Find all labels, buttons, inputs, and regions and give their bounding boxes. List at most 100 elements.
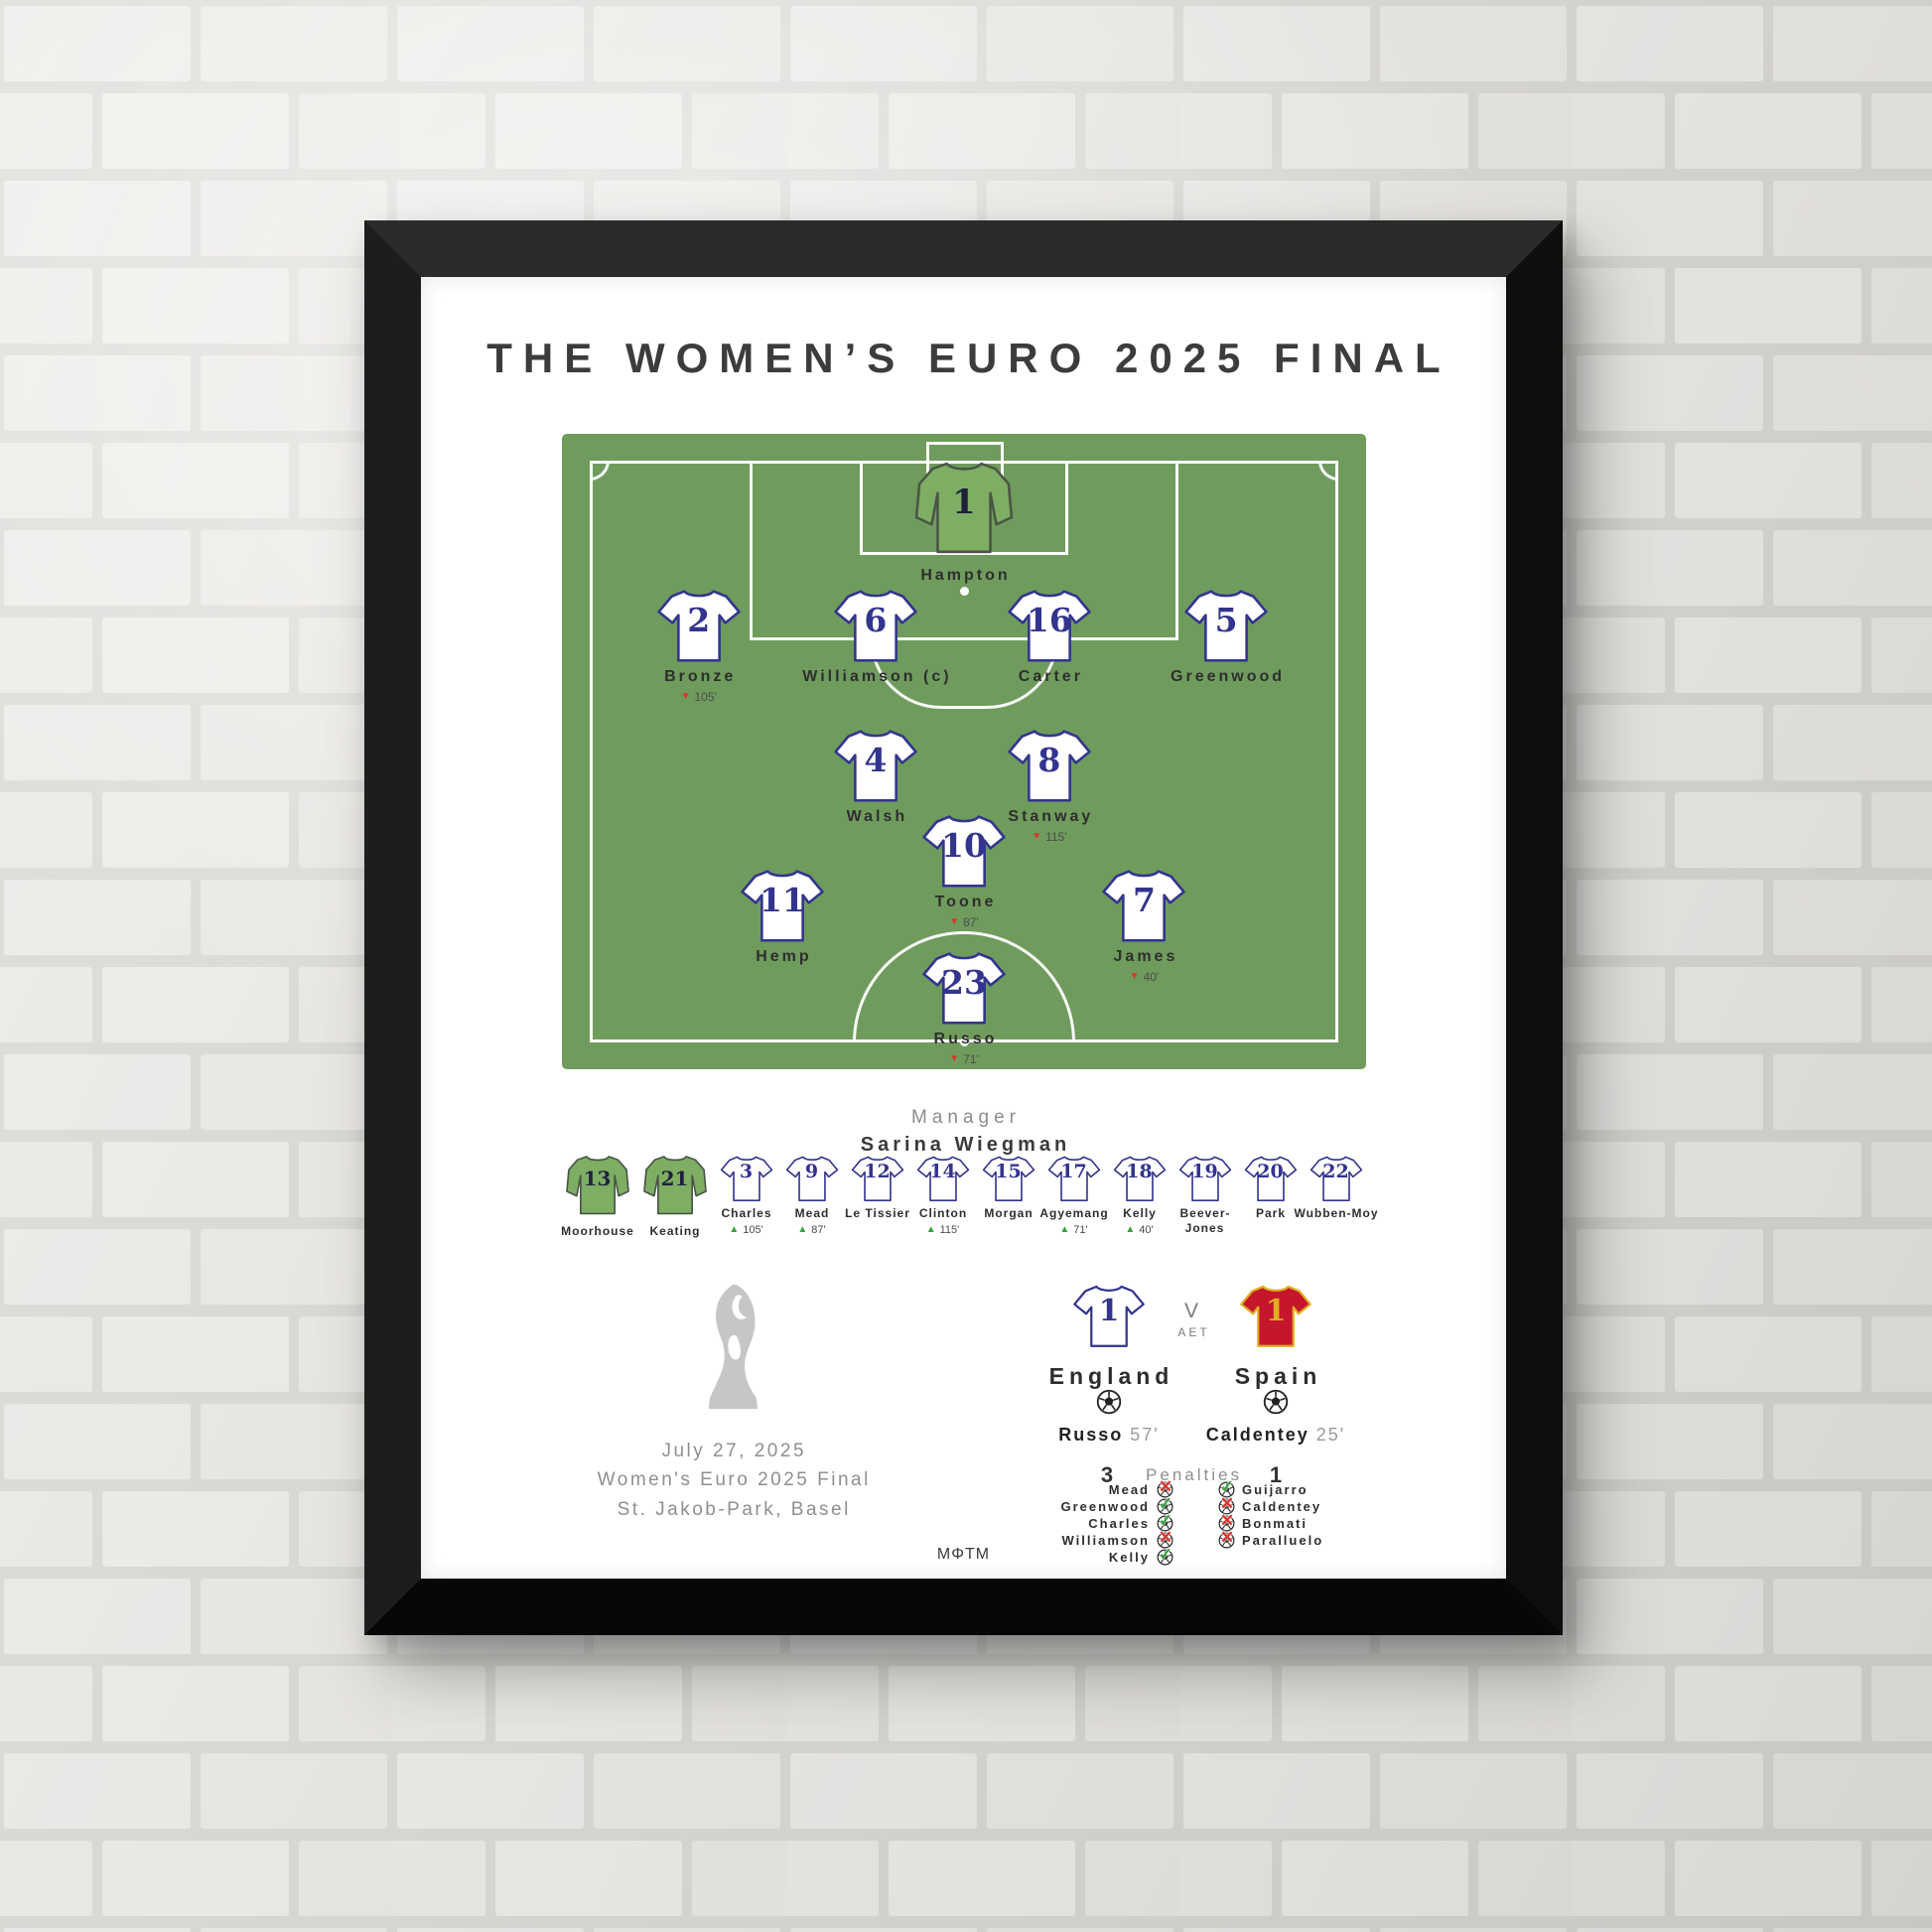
pitch-players: 1 Hampton 2 Bronze ▼ 105' 6 Williamson (…	[562, 434, 1366, 1069]
england-name: England	[1048, 1363, 1174, 1389]
substitute-number: 12	[864, 1161, 891, 1182]
substitute-name: Mead	[794, 1206, 830, 1220]
pitch-player: 11 Hemp	[688, 868, 877, 966]
player-shirt: 6	[833, 588, 918, 663]
player-name: Carter	[1018, 668, 1083, 685]
substitute-name: Wubben-Moy	[1294, 1206, 1379, 1220]
player-name: Hemp	[756, 947, 812, 965]
sub-on-minute: 87'	[811, 1224, 826, 1236]
substitute: 12 Le Tissier	[845, 1155, 909, 1220]
substitute: 20 Park	[1243, 1155, 1299, 1220]
manager-label: Manager	[911, 1107, 1021, 1128]
substitute: 3 Charles ▲ 105'	[719, 1155, 774, 1236]
penalty-row: Mead ✕	[1108, 1476, 1173, 1497]
penalty-result-icon: ✕	[1158, 1476, 1173, 1496]
player-shirt: 5	[1183, 588, 1269, 663]
penalties-spain-list: ✓ Guijarro ✕ Caldentey ✕ Bonmati ✕ Paral…	[1218, 1476, 1437, 1547]
substitute-name: Keating	[649, 1224, 701, 1238]
substitute: 9 Mead ▲ 87'	[784, 1155, 840, 1236]
england-score: 1	[1098, 1294, 1120, 1328]
player-name: Russo	[933, 1030, 998, 1047]
sub-on-icon: ▲	[1059, 1224, 1070, 1235]
penalty-result-icon: ✓	[1158, 1510, 1173, 1530]
penalty-row: ✕ Caldentey	[1218, 1494, 1322, 1514]
substitute-shirt: 19	[1178, 1155, 1232, 1202]
aet-label: AET	[1177, 1325, 1210, 1339]
substitute-shirt: 22	[1310, 1155, 1363, 1202]
player-number: 16	[1026, 601, 1072, 639]
sub-off-icon: ▼	[949, 1052, 960, 1064]
player-number: 8	[1037, 740, 1061, 779]
sub-on-marker: ▲ 105'	[729, 1224, 762, 1236]
penalty-taker-name: Bonmati	[1242, 1515, 1308, 1531]
sub-on-minute: 40'	[1139, 1224, 1154, 1236]
match-date: July 27, 2025	[661, 1441, 807, 1461]
brand-logo: MΦTM	[936, 1546, 991, 1563]
player-name: Toone	[934, 894, 997, 911]
sub-off-minute: 40'	[1143, 969, 1160, 984]
penalty-row: Charles ✓	[1088, 1510, 1173, 1530]
poster: THE WOMEN’S EURO 2025 FINAL 1 Hampton 2 …	[421, 277, 1506, 1579]
penalty-row: ✕ Paralluelo	[1218, 1527, 1323, 1547]
substitutes-row: 13 Moorhouse 21 Keating 3 Charles ▲ 105'…	[421, 1155, 1506, 1238]
spain-goal-ball-icon	[1263, 1389, 1289, 1415]
penalty-taker-name: Guijarro	[1242, 1481, 1309, 1497]
sub-off-minute: 71'	[963, 1051, 979, 1066]
penalty-result-icon: ✓	[1219, 1476, 1235, 1496]
substitute-shirt: 21	[642, 1155, 708, 1220]
player-number: 4	[864, 740, 888, 779]
sub-off-icon: ▼	[1129, 970, 1140, 982]
match-details: July 27, 2025 Women's Euro 2025 Final St…	[421, 1278, 1506, 1579]
sub-on-minute: 115'	[939, 1224, 960, 1236]
pitch: 1 Hampton 2 Bronze ▼ 105' 6 Williamson (…	[562, 434, 1366, 1069]
player-number: 10	[941, 826, 987, 866]
penalty-taker-name: Caldentey	[1242, 1498, 1322, 1514]
pitch-player: 6 Williamson (c)	[781, 588, 970, 686]
pitch-player: 23 Russo ▼ 71'	[870, 950, 1058, 1066]
player-shirt: 11	[740, 868, 825, 943]
sub-on-icon: ▲	[925, 1224, 936, 1235]
penalty-row: Williamson ✕	[1061, 1527, 1173, 1547]
pitch-player: 10 Toone ▼ 87'	[870, 813, 1058, 929]
player-shirt: 7	[1101, 868, 1186, 943]
player-number: 6	[864, 601, 888, 639]
player-name: Hampton	[920, 567, 1011, 585]
substitute-shirt: 17	[1047, 1155, 1101, 1202]
sub-off-marker: ▼ 71'	[949, 1052, 979, 1066]
sub-off-icon: ▼	[949, 916, 960, 928]
substitute-number: 21	[660, 1167, 689, 1190]
penalty-result-icon: ✕	[1158, 1527, 1173, 1547]
player-name: Bronze	[664, 668, 737, 685]
player-shirt: 23	[921, 950, 1007, 1026]
sub-on-marker: ▲ 71'	[1059, 1224, 1087, 1236]
center-spot	[960, 1037, 969, 1046]
manager-name: Sarina Wiegman	[860, 1134, 1071, 1156]
match-competition: Women's Euro 2025 Final	[597, 1469, 871, 1491]
versus-block: V AET	[1153, 1300, 1232, 1339]
sub-on-icon: ▲	[729, 1224, 740, 1235]
substitute-name: Morgan	[984, 1206, 1034, 1220]
player-number: 23	[941, 962, 987, 1002]
substitute: 19 Beever-Jones	[1177, 1155, 1233, 1236]
sub-on-minute: 105'	[743, 1224, 763, 1236]
venue-block: July 27, 2025 Women's Euro 2025 Final St…	[534, 1278, 931, 1524]
player-number: 1	[952, 483, 976, 523]
player-number: 5	[1214, 601, 1238, 639]
penalty-row: Kelly ✓	[1109, 1545, 1173, 1564]
sub-on-marker: ▲ 87'	[797, 1224, 825, 1236]
player-name: Williamson (c)	[802, 668, 952, 685]
penalties-away-score: 1	[1269, 1462, 1283, 1487]
substitute-name: Agyemang	[1039, 1206, 1109, 1220]
substitute-shirt: 14	[916, 1155, 970, 1202]
penalty-taker-name: Greenwood	[1060, 1498, 1150, 1514]
sub-on-marker: ▲ 115'	[926, 1224, 960, 1236]
penalty-result-icon: ✕	[1219, 1510, 1235, 1530]
substitute: 15 Morgan	[981, 1155, 1036, 1220]
trophy-icon	[708, 1284, 758, 1410]
substitute-number: 3	[739, 1161, 754, 1182]
penalties-label: Penalties	[1146, 1465, 1242, 1484]
spain-scorer: Caldentey 25'	[1205, 1425, 1346, 1445]
penalty-taker-name: Mead	[1108, 1481, 1150, 1497]
substitute: 17 Agyemang ▲ 71'	[1039, 1155, 1108, 1236]
penalty-result-icon: ✕	[1219, 1527, 1235, 1547]
